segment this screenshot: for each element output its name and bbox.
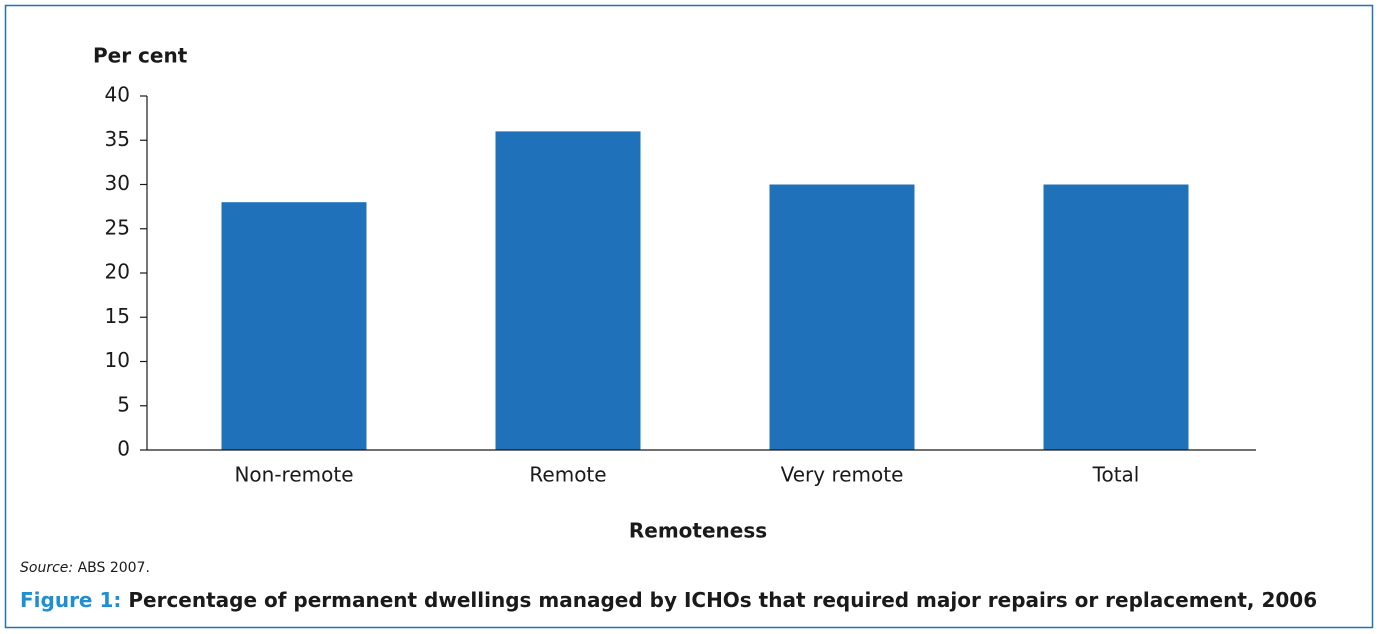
caption-text: Percentage of permanent dwellings manage…	[128, 588, 1317, 612]
bar	[495, 131, 641, 450]
y-tick-label: 25	[105, 215, 130, 239]
source: Source: ABS 2007.	[20, 560, 150, 576]
y-tick-label: 10	[105, 348, 130, 372]
x-tick-label: Very remote	[781, 463, 904, 487]
y-tick-label: 0	[117, 437, 130, 461]
bar	[769, 184, 915, 450]
y-tick-label: 30	[105, 171, 130, 195]
y-tick-label: 35	[105, 127, 130, 151]
frame	[4, 4, 1374, 629]
caption: Figure 1: Percentage of permanent dwelli…	[20, 588, 1317, 612]
y-tick-label: 15	[105, 304, 130, 328]
bar	[1043, 184, 1189, 450]
source-label: Source:	[20, 560, 73, 576]
y-axis-title: Per cent	[93, 44, 188, 68]
y-tick-label: 20	[105, 260, 130, 284]
x-tick-label: Total	[1092, 463, 1140, 487]
source-text: ABS 2007.	[78, 560, 150, 576]
y-tick-label: 5	[117, 392, 130, 416]
x-axis-title: Remoteness	[629, 519, 767, 543]
x-tick-label: Non-remote	[234, 463, 353, 487]
bar	[221, 202, 367, 450]
y-tick-label: 40	[105, 83, 130, 107]
caption-label: Figure 1:	[20, 588, 121, 612]
x-tick-label: Remote	[529, 463, 606, 487]
